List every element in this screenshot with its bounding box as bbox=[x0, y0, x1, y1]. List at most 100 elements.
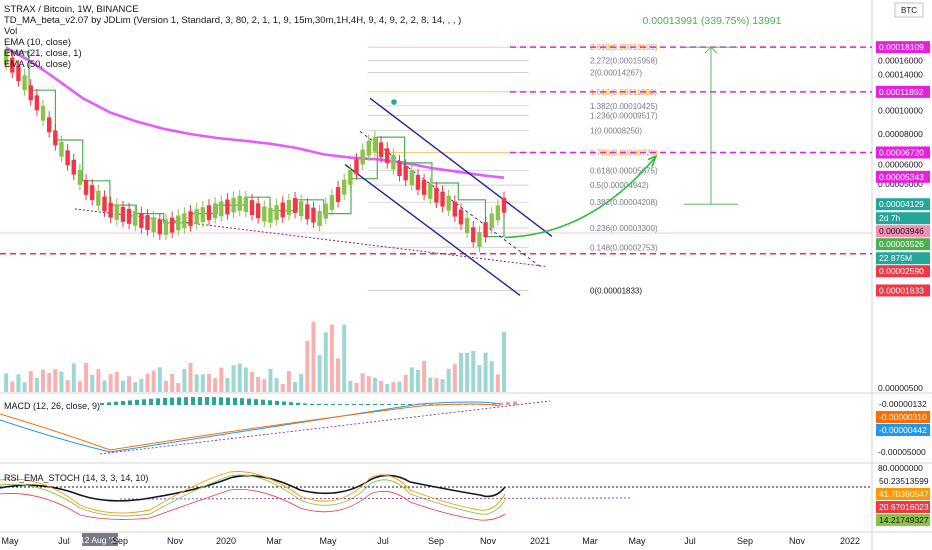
indicator-td-ma[interactable]: TD_MA_beta_v2.07 by JDLim (Version 1, St… bbox=[4, 15, 462, 26]
volume-bar bbox=[219, 367, 224, 392]
indicator-ema10[interactable]: EMA (10, close) bbox=[4, 37, 72, 48]
price-tag-bg bbox=[876, 284, 930, 297]
candle-body bbox=[298, 201, 304, 217]
macd-histogram-bar bbox=[233, 397, 237, 405]
candle-body bbox=[46, 117, 52, 133]
macd-tag: -0.00000132 bbox=[879, 399, 927, 409]
macd-histogram-bar bbox=[107, 402, 111, 405]
volume-bar bbox=[90, 374, 95, 392]
macd-histogram-bar bbox=[373, 404, 377, 405]
price-tag-bg bbox=[876, 238, 930, 251]
volume-bar bbox=[139, 378, 144, 392]
rsi-pane[interactable]: 80.0000000 50.23513599 41.70360547 20.67016… bbox=[0, 463, 930, 526]
volume-bar bbox=[182, 369, 187, 392]
candle-body bbox=[446, 195, 451, 211]
volume-bar bbox=[446, 368, 451, 392]
candle-body bbox=[317, 211, 322, 226]
price-tag-bg bbox=[876, 198, 930, 211]
fib-level-label: 1.236(0.00009517) bbox=[590, 112, 658, 121]
candle-body bbox=[53, 130, 58, 146]
price-tick: 0.00008000 bbox=[878, 129, 923, 139]
candle-body bbox=[71, 159, 76, 175]
macd-histogram-bar bbox=[380, 404, 384, 405]
candle-body bbox=[348, 169, 353, 185]
time-label: Nov bbox=[167, 536, 184, 546]
candles bbox=[3, 43, 507, 253]
macd-histogram-bar bbox=[429, 404, 433, 405]
candle-body bbox=[262, 206, 267, 222]
price-pane[interactable]: 2.618(0.00018109)2.272(0.00015958)2(0.00… bbox=[0, 43, 872, 392]
macd-histogram-bar bbox=[219, 397, 223, 405]
macd-histogram-bar bbox=[268, 400, 272, 405]
macd-axis-tick: -0.00005000 bbox=[878, 447, 926, 457]
macd-histogram-bar bbox=[317, 404, 321, 405]
volume-bar bbox=[385, 383, 390, 392]
volume-bar bbox=[231, 365, 236, 392]
rsi-trendline bbox=[119, 497, 631, 500]
time-label: Jul bbox=[684, 536, 696, 546]
indicator-ema50[interactable]: EMA (50, close) bbox=[4, 59, 72, 70]
indicator-ema21[interactable]: EMA (21, close, 1) bbox=[4, 48, 82, 59]
volume-bar bbox=[243, 367, 248, 392]
price-tag-bg bbox=[876, 252, 930, 265]
macd-histogram-bar bbox=[198, 397, 202, 405]
price-tick: 0.00006000 bbox=[878, 160, 923, 170]
candle-body bbox=[360, 149, 365, 165]
macd-tag: -0.00000442 bbox=[879, 425, 927, 435]
candle-body bbox=[483, 222, 488, 238]
drawings bbox=[0, 46, 872, 296]
candle-body bbox=[434, 187, 439, 203]
volume-bar bbox=[176, 382, 181, 392]
price-tag-bg bbox=[876, 225, 930, 238]
candle-body bbox=[120, 206, 126, 222]
candle-body bbox=[471, 227, 476, 243]
macd-histogram-bar bbox=[226, 397, 230, 405]
volume-bar bbox=[489, 360, 494, 392]
volume-bar bbox=[120, 380, 125, 392]
candle-body bbox=[114, 204, 119, 220]
indicator-vol[interactable]: Vol bbox=[4, 26, 18, 37]
macd-histogram-bar bbox=[359, 404, 363, 405]
fib-level-label: 1(0.00008250) bbox=[590, 127, 642, 136]
volume-bar bbox=[329, 324, 334, 392]
projection-label: 0.00013991 (339.75%) 13991 bbox=[643, 15, 782, 27]
currency-badge: BTC bbox=[894, 2, 924, 18]
chart-title: STRAX / Bitcoin, 1W, BINANCE bbox=[4, 4, 139, 15]
volume-bar bbox=[4, 373, 9, 392]
price-tag: 0.00006720 bbox=[879, 147, 924, 157]
volume-bar bbox=[465, 352, 470, 392]
volume-bar bbox=[323, 332, 328, 392]
rsi-label: RSI_EMA_STOCH (14, 3, 3, 14, 10) bbox=[4, 473, 148, 483]
candle-body bbox=[397, 161, 402, 177]
macd-tag-bg bbox=[876, 398, 930, 410]
fib-retracement: 2.618(0.00018109)2.272(0.00015958)2(0.00… bbox=[367, 43, 658, 295]
macd-pane[interactable]: -0.00005000 -0.00000132 -0.00000310 -0.0000… bbox=[0, 397, 930, 457]
time-label: Jul bbox=[377, 536, 389, 546]
volume-bar bbox=[59, 371, 64, 392]
price-axis[interactable]: 0.000160000.000140000.000120000.00010000… bbox=[876, 41, 930, 393]
volume-bar bbox=[372, 377, 377, 392]
volume-bar bbox=[28, 371, 33, 392]
time-label: Sep bbox=[112, 536, 128, 546]
volume-bar bbox=[366, 376, 371, 392]
macd-histogram-bar bbox=[282, 401, 286, 405]
candle-body bbox=[458, 209, 464, 225]
candle-body bbox=[157, 219, 163, 235]
volume-bar bbox=[502, 332, 507, 392]
volume-bar bbox=[127, 376, 132, 392]
fib-level-label: 1.382(0.00010425) bbox=[590, 102, 658, 111]
volume-bar bbox=[336, 358, 341, 392]
rsi-tag: 41.70360547 bbox=[879, 489, 929, 499]
currency-badge-text: BTC bbox=[901, 6, 917, 15]
price-tag-bg bbox=[876, 146, 930, 159]
volume-bar bbox=[458, 353, 463, 392]
time-label: 2021 bbox=[530, 536, 550, 546]
candle-body bbox=[255, 203, 261, 219]
volume-bar bbox=[409, 367, 414, 392]
macd-histogram-bar bbox=[324, 404, 328, 405]
fib-level-label: 2.272(0.00015958) bbox=[590, 57, 658, 66]
volume-bar bbox=[34, 377, 39, 392]
candle-body bbox=[40, 105, 46, 121]
